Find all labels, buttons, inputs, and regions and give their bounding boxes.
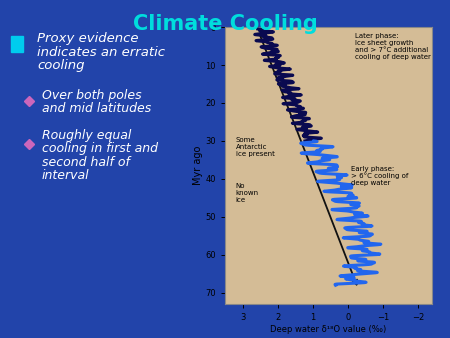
Text: cooling: cooling [37,59,85,72]
Text: Roughly equal: Roughly equal [42,129,131,142]
Text: Climate Cooling: Climate Cooling [133,14,317,33]
Text: Over both poles: Over both poles [42,89,141,102]
Text: Later phase:
Ice sheet growth
and > 7°C additional
cooling of deep water: Later phase: Ice sheet growth and > 7°C … [355,33,431,60]
Text: Proxy evidence: Proxy evidence [37,32,139,45]
Text: No
known
ice: No known ice [235,183,259,203]
Text: cooling in first and: cooling in first and [42,142,158,155]
Text: interval: interval [42,169,90,182]
Text: and mid latitudes: and mid latitudes [42,102,151,115]
Y-axis label: Myr ago: Myr ago [193,146,202,185]
Text: Some
Antarctic
ice present: Some Antarctic ice present [235,137,274,157]
Text: indicates an erratic: indicates an erratic [37,46,166,59]
Text: second half of: second half of [42,156,130,169]
Text: Early phase:
> 6°C cooling of
deep water: Early phase: > 6°C cooling of deep water [351,166,409,187]
X-axis label: Deep water δ¹⁸O value (‰): Deep water δ¹⁸O value (‰) [270,325,387,334]
Bar [11,36,23,52]
